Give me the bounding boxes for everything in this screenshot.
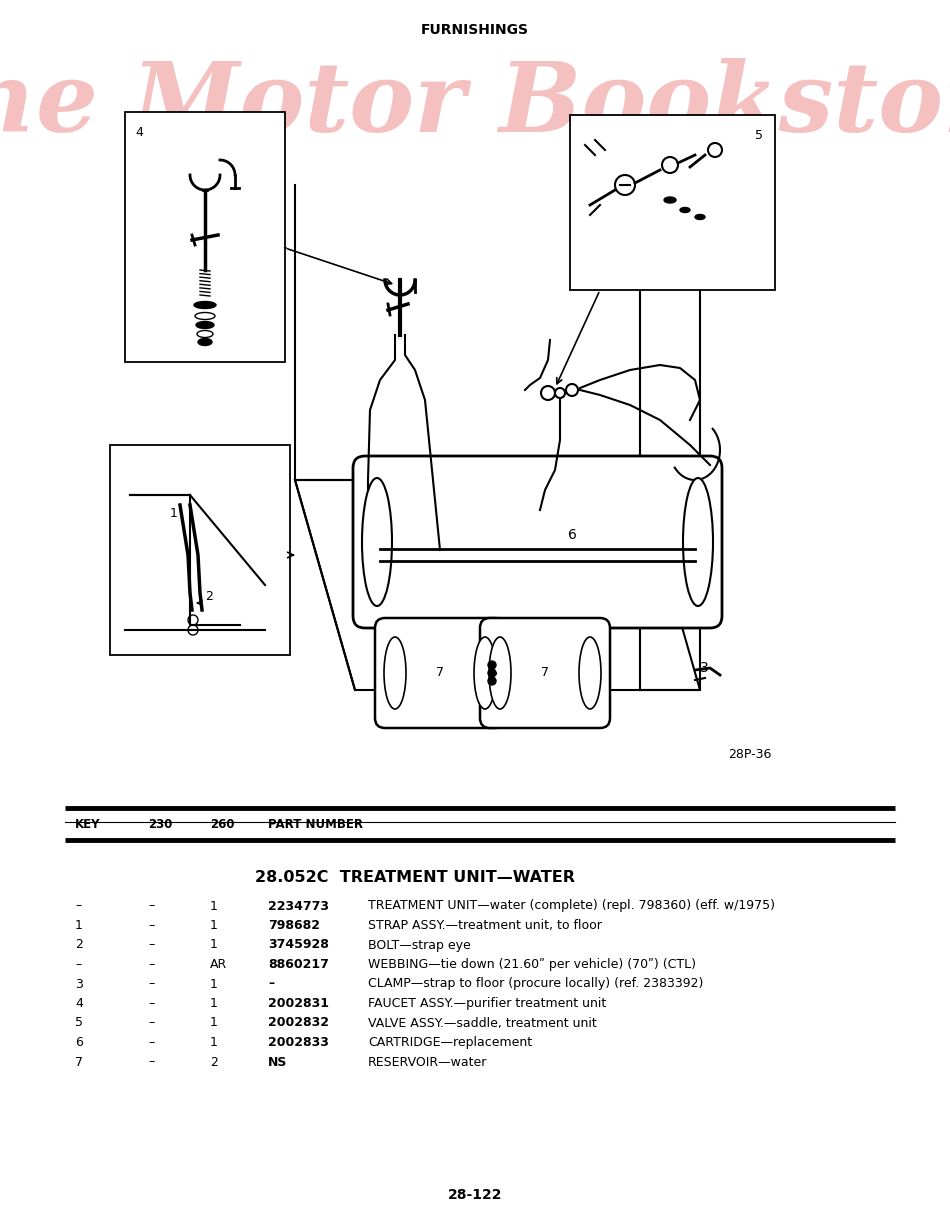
- Text: 28P-36: 28P-36: [728, 748, 771, 762]
- Ellipse shape: [198, 338, 212, 345]
- Text: 2: 2: [205, 590, 213, 603]
- FancyBboxPatch shape: [480, 618, 610, 728]
- Text: 7: 7: [541, 666, 549, 680]
- Ellipse shape: [474, 637, 496, 709]
- Text: –: –: [268, 977, 275, 991]
- Circle shape: [708, 143, 722, 157]
- Bar: [125, 112, 285, 363]
- Text: 4: 4: [135, 127, 142, 139]
- Text: 5: 5: [75, 1016, 83, 1030]
- Text: 1: 1: [210, 939, 218, 951]
- Text: 2: 2: [75, 939, 83, 951]
- Text: 1: 1: [210, 1016, 218, 1030]
- Text: TREATMENT UNIT—water (complete) (repl. 798360) (eff. w/1975): TREATMENT UNIT—water (complete) (repl. 7…: [368, 900, 775, 912]
- Text: NS: NS: [268, 1056, 287, 1068]
- Bar: [110, 445, 290, 655]
- Text: 4: 4: [75, 997, 83, 1010]
- Text: 3: 3: [700, 661, 709, 675]
- Text: –: –: [148, 957, 154, 971]
- Text: FURNISHINGS: FURNISHINGS: [421, 23, 529, 37]
- Text: The Motor Bookstore: The Motor Bookstore: [0, 58, 950, 152]
- Text: 2002832: 2002832: [268, 1016, 329, 1030]
- Text: –: –: [148, 1016, 154, 1030]
- Ellipse shape: [695, 215, 705, 220]
- Text: –: –: [75, 957, 82, 971]
- Text: 28.052C  TREATMENT UNIT—WATER: 28.052C TREATMENT UNIT—WATER: [255, 870, 575, 886]
- Text: –: –: [148, 997, 154, 1010]
- Ellipse shape: [489, 637, 511, 709]
- Text: 2: 2: [210, 1056, 218, 1068]
- Text: 28-122: 28-122: [447, 1188, 503, 1202]
- Ellipse shape: [683, 478, 713, 606]
- Ellipse shape: [362, 478, 392, 606]
- Text: –: –: [148, 1036, 154, 1050]
- Circle shape: [555, 388, 565, 398]
- Text: 2234773: 2234773: [268, 900, 329, 912]
- Text: 2002833: 2002833: [268, 1036, 329, 1050]
- Text: VALVE ASSY.—saddle, treatment unit: VALVE ASSY.—saddle, treatment unit: [368, 1016, 597, 1030]
- Circle shape: [662, 157, 678, 173]
- Text: CARTRIDGE—replacement: CARTRIDGE—replacement: [368, 1036, 532, 1050]
- Ellipse shape: [384, 637, 406, 709]
- Circle shape: [615, 175, 635, 195]
- Text: 6: 6: [75, 1036, 83, 1050]
- Bar: [570, 116, 775, 290]
- Circle shape: [566, 383, 578, 396]
- Ellipse shape: [195, 312, 215, 320]
- Circle shape: [488, 677, 496, 685]
- Text: 798682: 798682: [268, 919, 320, 932]
- Text: 1: 1: [210, 997, 218, 1010]
- Ellipse shape: [194, 301, 216, 308]
- Text: –: –: [75, 900, 82, 912]
- Ellipse shape: [664, 197, 676, 203]
- Ellipse shape: [680, 208, 690, 213]
- Ellipse shape: [196, 322, 214, 328]
- Text: 1: 1: [210, 977, 218, 991]
- Text: 260: 260: [210, 817, 235, 831]
- Text: 7: 7: [75, 1056, 83, 1068]
- Text: FAUCET ASSY.—purifier treatment unit: FAUCET ASSY.—purifier treatment unit: [368, 997, 606, 1010]
- Text: RESERVOIR—water: RESERVOIR—water: [368, 1056, 487, 1068]
- Text: WEBBING—tie down (21.60ʺ per vehicle) (70ʺ) (CTL): WEBBING—tie down (21.60ʺ per vehicle) (7…: [368, 957, 696, 971]
- Text: 1: 1: [210, 900, 218, 912]
- Ellipse shape: [197, 331, 213, 338]
- Text: –: –: [148, 939, 154, 951]
- FancyBboxPatch shape: [353, 456, 722, 628]
- Text: 3745928: 3745928: [268, 939, 329, 951]
- Text: 3: 3: [75, 977, 83, 991]
- Text: –: –: [148, 900, 154, 912]
- Text: STRAP ASSY.—treatment unit, to floor: STRAP ASSY.—treatment unit, to floor: [368, 919, 602, 932]
- Text: 1: 1: [170, 508, 178, 520]
- Ellipse shape: [579, 637, 601, 709]
- Text: 1: 1: [210, 919, 218, 932]
- Text: 1: 1: [75, 919, 83, 932]
- Text: 2002831: 2002831: [268, 997, 329, 1010]
- Text: CLAMP—strap to floor (procure locally) (ref. 2383392): CLAMP—strap to floor (procure locally) (…: [368, 977, 703, 991]
- Text: 1: 1: [210, 1036, 218, 1050]
- Circle shape: [488, 669, 496, 677]
- Text: KEY: KEY: [75, 817, 101, 831]
- Text: –: –: [148, 919, 154, 932]
- Text: PART NUMBER: PART NUMBER: [268, 817, 363, 831]
- Text: 7: 7: [436, 666, 444, 680]
- Text: 8860217: 8860217: [268, 957, 329, 971]
- Text: AR: AR: [210, 957, 227, 971]
- Text: –: –: [148, 1056, 154, 1068]
- Circle shape: [541, 386, 555, 399]
- Text: 5: 5: [755, 129, 763, 143]
- Text: 6: 6: [567, 527, 577, 542]
- Text: –: –: [148, 977, 154, 991]
- Text: BOLT—strap eye: BOLT—strap eye: [368, 939, 471, 951]
- Circle shape: [488, 661, 496, 669]
- Text: 230: 230: [148, 817, 172, 831]
- FancyBboxPatch shape: [375, 618, 505, 728]
